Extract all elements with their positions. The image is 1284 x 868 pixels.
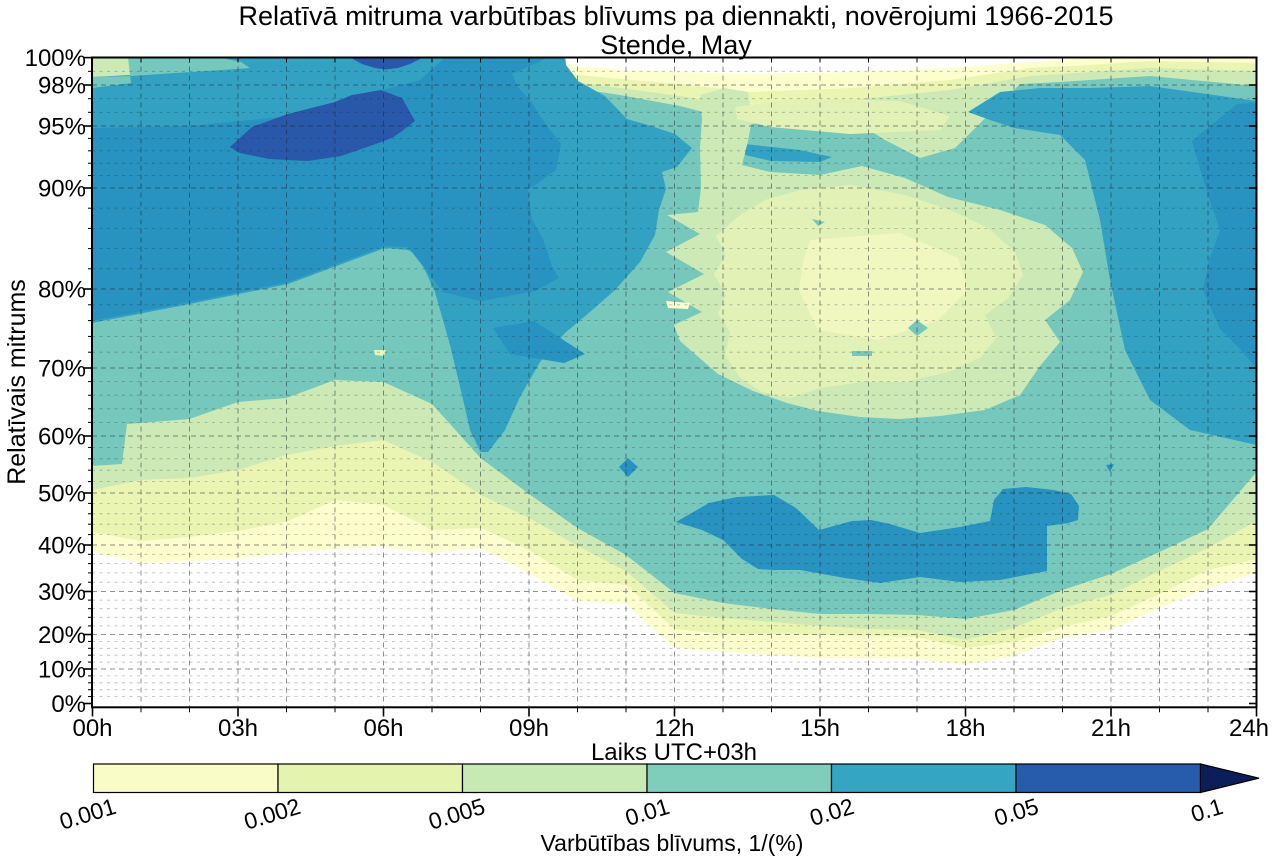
- svg-text:03h: 03h: [218, 715, 258, 742]
- svg-text:Relatīvā mitruma varbūtības bl: Relatīvā mitruma varbūtības blīvums pa d…: [239, 1, 1114, 31]
- svg-text:Relatīvais mitrums: Relatīvais mitrums: [3, 279, 31, 485]
- svg-text:24h: 24h: [1229, 715, 1269, 742]
- svg-text:21h: 21h: [1091, 715, 1131, 742]
- svg-text:40%: 40%: [38, 533, 86, 560]
- svg-text:0%: 0%: [51, 691, 86, 718]
- svg-text:80%: 80%: [38, 277, 86, 304]
- svg-text:95%: 95%: [38, 114, 86, 141]
- svg-text:06h: 06h: [363, 715, 403, 742]
- svg-text:15h: 15h: [800, 715, 840, 742]
- svg-text:Laiks UTC+03h: Laiks UTC+03h: [591, 739, 757, 766]
- svg-text:70%: 70%: [38, 356, 86, 383]
- svg-text:00h: 00h: [72, 715, 112, 742]
- svg-text:90%: 90%: [38, 176, 86, 203]
- svg-text:100%: 100%: [25, 45, 86, 72]
- svg-text:20%: 20%: [38, 622, 86, 649]
- svg-text:09h: 09h: [509, 715, 549, 742]
- svg-text:12h: 12h: [654, 715, 694, 742]
- svg-text:50%: 50%: [38, 481, 86, 508]
- svg-text:Stende, May: Stende, May: [600, 30, 752, 60]
- svg-text:18h: 18h: [945, 715, 985, 742]
- svg-text:30%: 30%: [38, 579, 86, 606]
- svg-text:10%: 10%: [38, 657, 86, 684]
- svg-text:60%: 60%: [38, 424, 86, 451]
- svg-text:98%: 98%: [38, 73, 86, 100]
- svg-text:Varbūtības blīvums, 1/(%): Varbūtības blīvums, 1/(%): [541, 830, 804, 856]
